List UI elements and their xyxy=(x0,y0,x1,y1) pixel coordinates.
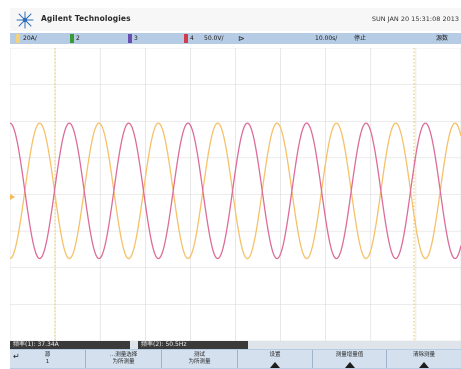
channel-2-color-swatch[interactable] xyxy=(70,34,74,43)
softkey-measure-select-label: …测量选择 xyxy=(109,352,138,358)
knob-arrow-icon xyxy=(344,362,355,368)
channel-1-scale[interactable]: 20A/ xyxy=(23,35,37,42)
measurement-1-label: 频率(1): xyxy=(13,341,36,348)
softkey-bar: ↵ 源 1 …测量选择 为所测量 测试 为所测量 设置 测量增量值 清除测量 xyxy=(10,349,461,369)
softkey-source[interactable]: ↵ 源 1 xyxy=(10,350,86,368)
softkey-clear[interactable]: 清除测量 xyxy=(387,350,461,368)
measurement-bar: 频率(1): 37.34A 频率(2): 50.5Hz xyxy=(10,341,461,349)
waveform-plot xyxy=(10,48,461,341)
channel-status-bar: 20A/ 2 3 4 50.0V/ ⊳ 10.00s/ 停止 源数 xyxy=(10,33,461,44)
knob-arrow-icon xyxy=(270,362,280,368)
softkey-test[interactable]: 测试 为所测量 xyxy=(162,350,238,368)
oscilloscope-screen: Agilent Technologies SUN JAN 20 15:31:08… xyxy=(10,8,461,369)
waveform-display[interactable] xyxy=(10,48,461,341)
measurement-1-value: 37.34A xyxy=(37,341,59,348)
timebase-readout[interactable]: 10.00s/ xyxy=(315,35,338,42)
agilent-spark-logo-icon xyxy=(16,11,34,29)
trigger-position-icon: ⊳ xyxy=(238,34,245,43)
measurement-2-label: 频率(2): xyxy=(141,341,164,348)
header-bar: Agilent Technologies SUN JAN 20 15:31:08… xyxy=(10,8,461,31)
measurement-1: 频率(1): 37.34A xyxy=(10,341,130,349)
vertical-scale-readout[interactable]: 50.0V/ xyxy=(204,35,224,42)
softkey-delta-label: 测量增量值 xyxy=(335,352,364,358)
brand-name: Agilent Technologies xyxy=(41,14,131,23)
softkey-source-label: 源 xyxy=(44,352,51,358)
channel-1-waveform xyxy=(10,122,461,260)
softkey-source-value: 1 xyxy=(45,359,50,365)
channel-3-label[interactable]: 3 xyxy=(134,35,138,42)
channel-4-label[interactable]: 4 xyxy=(190,35,194,42)
knob-arrow-icon xyxy=(419,362,429,368)
softkey-clear-label: 清除测量 xyxy=(412,352,435,358)
channel-2-waveform xyxy=(10,122,461,260)
softkey-settings[interactable]: 设置 xyxy=(238,350,313,368)
channel-4-color-swatch[interactable] xyxy=(184,34,188,43)
channel-1-color-swatch[interactable] xyxy=(16,34,20,43)
channel-3-color-swatch[interactable] xyxy=(128,34,132,43)
status-right-item: 源数 xyxy=(436,35,449,42)
softkey-test-sub: 为所测量 xyxy=(188,359,211,365)
softkey-measure-select[interactable]: …测量选择 为所测量 xyxy=(86,350,162,368)
channel-2-label[interactable]: 2 xyxy=(76,35,80,42)
ground-level-marker-icon[interactable] xyxy=(10,194,15,200)
softkey-test-label: 测试 xyxy=(193,352,205,358)
measurement-2: 频率(2): 50.5Hz xyxy=(138,341,248,349)
softkey-measure-select-sub: 为所测量 xyxy=(112,359,135,365)
measurement-2-value: 50.5Hz xyxy=(165,341,187,348)
date-time-readout: SUN JAN 20 15:31:08 2013 xyxy=(371,15,459,23)
softkey-settings-label: 设置 xyxy=(269,352,281,358)
run-stop-status[interactable]: 停止 xyxy=(354,35,367,42)
back-arrow-icon[interactable]: ↵ xyxy=(13,352,20,361)
softkey-delta[interactable]: 测量增量值 xyxy=(313,350,387,368)
graticule-grid xyxy=(10,48,461,341)
